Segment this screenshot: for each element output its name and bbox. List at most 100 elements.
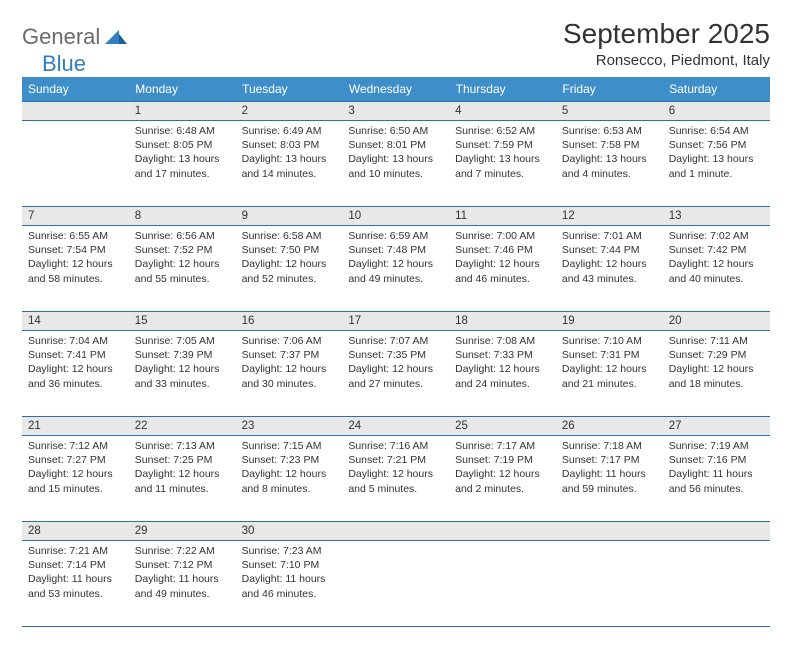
calendar-day-cell: Sunrise: 6:53 AMSunset: 7:58 PMDaylight:… — [556, 121, 663, 207]
daylight-text: Daylight: 12 hours and 5 minutes. — [348, 467, 443, 495]
daylight-text: Daylight: 12 hours and 46 minutes. — [455, 257, 550, 285]
calendar-day-cell: Sunrise: 6:59 AMSunset: 7:48 PMDaylight:… — [342, 226, 449, 312]
sunrise-text: Sunrise: 7:08 AM — [455, 334, 550, 348]
day-number-cell: 9 — [236, 207, 343, 226]
logo-text-blue: Blue — [42, 51, 86, 77]
calendar-day-cell — [449, 541, 556, 627]
daylight-text: Daylight: 12 hours and 55 minutes. — [135, 257, 230, 285]
sunset-text: Sunset: 7:35 PM — [348, 348, 443, 362]
sunrise-text: Sunrise: 6:50 AM — [348, 124, 443, 138]
weekday-header-row: Sunday Monday Tuesday Wednesday Thursday… — [22, 77, 770, 102]
sunset-text: Sunset: 7:42 PM — [669, 243, 764, 257]
day-number-cell — [342, 522, 449, 541]
weekday-header: Wednesday — [342, 77, 449, 102]
sunset-text: Sunset: 7:17 PM — [562, 453, 657, 467]
calendar-day-cell: Sunrise: 7:11 AMSunset: 7:29 PMDaylight:… — [663, 331, 770, 417]
sunrise-text: Sunrise: 7:23 AM — [242, 544, 337, 558]
calendar-day-cell: Sunrise: 7:19 AMSunset: 7:16 PMDaylight:… — [663, 436, 770, 522]
sunset-text: Sunset: 7:56 PM — [669, 138, 764, 152]
weekday-header: Tuesday — [236, 77, 343, 102]
sunrise-text: Sunrise: 7:21 AM — [28, 544, 123, 558]
sunrise-text: Sunrise: 7:07 AM — [348, 334, 443, 348]
sunset-text: Sunset: 7:23 PM — [242, 453, 337, 467]
sunset-text: Sunset: 7:21 PM — [348, 453, 443, 467]
daylight-text: Daylight: 12 hours and 2 minutes. — [455, 467, 550, 495]
day-number-row: 282930 — [22, 522, 770, 541]
daylight-text: Daylight: 12 hours and 36 minutes. — [28, 362, 123, 390]
day-number-cell: 20 — [663, 312, 770, 331]
day-number-cell: 5 — [556, 102, 663, 121]
weekday-header: Monday — [129, 77, 236, 102]
day-number-cell — [556, 522, 663, 541]
header: General September 2025 Ronsecco, Piedmon… — [22, 18, 770, 69]
sunrise-text: Sunrise: 7:11 AM — [669, 334, 764, 348]
logo-triangle-icon — [105, 26, 127, 49]
sunrise-text: Sunrise: 7:22 AM — [135, 544, 230, 558]
calendar-day-cell — [22, 121, 129, 207]
day-number-cell: 12 — [556, 207, 663, 226]
daylight-text: Daylight: 12 hours and 11 minutes. — [135, 467, 230, 495]
weekday-header: Sunday — [22, 77, 129, 102]
sunset-text: Sunset: 8:03 PM — [242, 138, 337, 152]
day-number-cell: 1 — [129, 102, 236, 121]
calendar-day-cell: Sunrise: 7:02 AMSunset: 7:42 PMDaylight:… — [663, 226, 770, 312]
day-number-cell: 3 — [342, 102, 449, 121]
daylight-text: Daylight: 12 hours and 8 minutes. — [242, 467, 337, 495]
logo: General — [22, 18, 129, 50]
calendar-day-cell: Sunrise: 7:23 AMSunset: 7:10 PMDaylight:… — [236, 541, 343, 627]
daylight-text: Daylight: 11 hours and 49 minutes. — [135, 572, 230, 600]
day-number-cell: 8 — [129, 207, 236, 226]
sunset-text: Sunset: 7:54 PM — [28, 243, 123, 257]
day-number-cell — [22, 102, 129, 121]
sunrise-text: Sunrise: 7:00 AM — [455, 229, 550, 243]
calendar-day-cell — [342, 541, 449, 627]
daylight-text: Daylight: 13 hours and 7 minutes. — [455, 152, 550, 180]
daylight-text: Daylight: 12 hours and 58 minutes. — [28, 257, 123, 285]
sunset-text: Sunset: 7:44 PM — [562, 243, 657, 257]
calendar-week-row: Sunrise: 7:04 AMSunset: 7:41 PMDaylight:… — [22, 331, 770, 417]
day-number-cell: 21 — [22, 417, 129, 436]
calendar-day-cell: Sunrise: 6:52 AMSunset: 7:59 PMDaylight:… — [449, 121, 556, 207]
calendar-day-cell: Sunrise: 7:01 AMSunset: 7:44 PMDaylight:… — [556, 226, 663, 312]
calendar-day-cell: Sunrise: 6:50 AMSunset: 8:01 PMDaylight:… — [342, 121, 449, 207]
logo-text-general: General — [22, 24, 100, 50]
day-number-cell: 15 — [129, 312, 236, 331]
sunrise-text: Sunrise: 6:59 AM — [348, 229, 443, 243]
calendar-day-cell: Sunrise: 7:17 AMSunset: 7:19 PMDaylight:… — [449, 436, 556, 522]
daylight-text: Daylight: 12 hours and 27 minutes. — [348, 362, 443, 390]
calendar-day-cell: Sunrise: 6:54 AMSunset: 7:56 PMDaylight:… — [663, 121, 770, 207]
calendar-day-cell: Sunrise: 7:21 AMSunset: 7:14 PMDaylight:… — [22, 541, 129, 627]
day-number-row: 123456 — [22, 102, 770, 121]
sunrise-text: Sunrise: 7:17 AM — [455, 439, 550, 453]
weekday-header: Saturday — [663, 77, 770, 102]
sunrise-text: Sunrise: 7:19 AM — [669, 439, 764, 453]
day-number-cell: 18 — [449, 312, 556, 331]
daylight-text: Daylight: 12 hours and 21 minutes. — [562, 362, 657, 390]
sunset-text: Sunset: 7:16 PM — [669, 453, 764, 467]
sunset-text: Sunset: 7:27 PM — [28, 453, 123, 467]
calendar-table: Sunday Monday Tuesday Wednesday Thursday… — [22, 77, 770, 627]
calendar-day-cell: Sunrise: 7:06 AMSunset: 7:37 PMDaylight:… — [236, 331, 343, 417]
sunrise-text: Sunrise: 6:55 AM — [28, 229, 123, 243]
sunrise-text: Sunrise: 6:56 AM — [135, 229, 230, 243]
calendar-week-row: Sunrise: 6:48 AMSunset: 8:05 PMDaylight:… — [22, 121, 770, 207]
sunset-text: Sunset: 7:29 PM — [669, 348, 764, 362]
sunset-text: Sunset: 7:59 PM — [455, 138, 550, 152]
day-number-row: 21222324252627 — [22, 417, 770, 436]
sunrise-text: Sunrise: 7:02 AM — [669, 229, 764, 243]
calendar-day-cell: Sunrise: 7:12 AMSunset: 7:27 PMDaylight:… — [22, 436, 129, 522]
calendar-day-cell: Sunrise: 7:08 AMSunset: 7:33 PMDaylight:… — [449, 331, 556, 417]
daylight-text: Daylight: 13 hours and 10 minutes. — [348, 152, 443, 180]
sunrise-text: Sunrise: 7:13 AM — [135, 439, 230, 453]
daylight-text: Daylight: 11 hours and 53 minutes. — [28, 572, 123, 600]
sunset-text: Sunset: 8:05 PM — [135, 138, 230, 152]
sunset-text: Sunset: 7:41 PM — [28, 348, 123, 362]
sunset-text: Sunset: 7:37 PM — [242, 348, 337, 362]
day-number-cell: 11 — [449, 207, 556, 226]
calendar-week-row: Sunrise: 6:55 AMSunset: 7:54 PMDaylight:… — [22, 226, 770, 312]
calendar-week-row: Sunrise: 7:12 AMSunset: 7:27 PMDaylight:… — [22, 436, 770, 522]
sunset-text: Sunset: 7:31 PM — [562, 348, 657, 362]
day-number-cell: 27 — [663, 417, 770, 436]
sunset-text: Sunset: 7:33 PM — [455, 348, 550, 362]
sunset-text: Sunset: 7:52 PM — [135, 243, 230, 257]
